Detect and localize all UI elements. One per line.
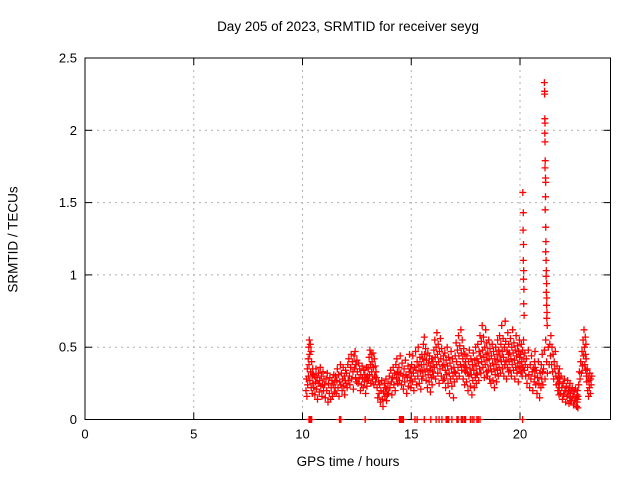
y-tick-label: 0 xyxy=(70,412,77,427)
plot-frame xyxy=(84,57,611,420)
data-points xyxy=(302,79,596,423)
x-tick-label: 10 xyxy=(295,427,309,442)
y-tick-label: 2.5 xyxy=(59,51,77,66)
x-tick-label: 20 xyxy=(513,427,527,442)
x-tick-label: 5 xyxy=(190,427,197,442)
x-tick-label: 0 xyxy=(81,427,88,442)
x-tick-label: 15 xyxy=(404,427,418,442)
y-tick-label: 1.5 xyxy=(59,195,77,210)
x-axis-label: GPS time / hours xyxy=(296,454,400,469)
y-tick-label: 1 xyxy=(70,267,77,282)
y-tick-label: 0.5 xyxy=(59,340,77,355)
y-tick-label: 2 xyxy=(70,123,77,138)
chart-title: Day 205 of 2023, SRMTID for receiver sey… xyxy=(217,19,479,34)
